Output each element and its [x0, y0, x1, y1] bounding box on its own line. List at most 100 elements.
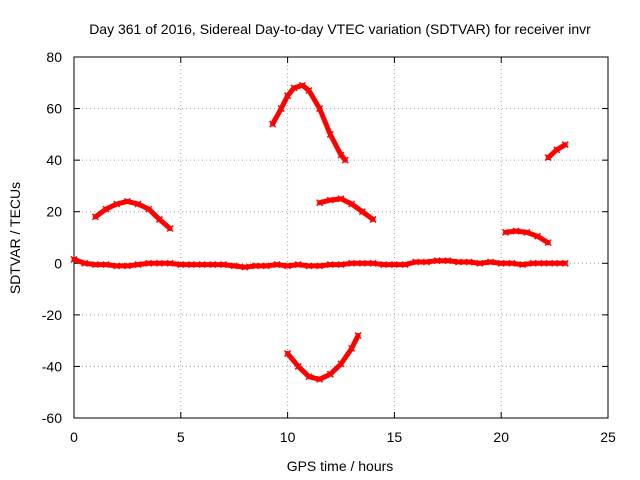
axis-ticks — [73, 56, 609, 419]
data-point — [290, 84, 298, 92]
series-arc-6 — [544, 141, 569, 162]
data-point — [316, 262, 324, 270]
data-point — [358, 259, 366, 267]
data-point — [422, 258, 430, 266]
data-point — [476, 259, 484, 267]
data-point — [465, 258, 473, 266]
data-point — [540, 259, 548, 267]
x-tick-label: 5 — [177, 429, 185, 445]
data-point — [348, 259, 356, 267]
data-point — [262, 262, 270, 270]
data-point — [284, 350, 292, 358]
data-point — [533, 232, 542, 240]
chart-title: Day 361 of 2016, Sidereal Day-to-day VTE… — [89, 21, 591, 37]
data-point — [252, 262, 260, 270]
y-axis-label: SDTVAR / TECUs — [7, 182, 23, 294]
x-tick-labels: 0 5 10 15 20 25 — [70, 429, 616, 445]
y-tick-label: -20 — [42, 307, 62, 323]
series-baseline — [70, 255, 569, 271]
x-tick-label: 10 — [280, 429, 296, 445]
data-point — [390, 261, 398, 269]
y-tick-label: -60 — [42, 410, 62, 426]
data-point — [284, 262, 292, 270]
data-point — [501, 228, 510, 236]
data-point — [369, 215, 377, 223]
data-point — [561, 259, 569, 267]
data-point — [273, 261, 281, 269]
y-tick-label: 40 — [46, 152, 62, 168]
y-tick-labels: -60 -40 -20 0 20 40 60 80 — [42, 49, 62, 426]
data-point — [337, 261, 345, 269]
y-tick-label: 0 — [54, 255, 62, 271]
data-point — [145, 205, 153, 213]
data-point — [454, 258, 463, 266]
data-point — [81, 259, 89, 267]
data-point — [348, 344, 356, 352]
data-point — [91, 261, 99, 269]
data-point — [380, 261, 388, 269]
series-line — [270, 82, 348, 163]
data-point — [269, 120, 277, 128]
data-point — [299, 81, 307, 89]
data-point — [326, 196, 334, 204]
data-point — [358, 208, 366, 216]
x-tick-label: 20 — [493, 429, 509, 445]
data-point — [166, 224, 174, 233]
series-layer — [70, 81, 569, 383]
data-point — [294, 261, 302, 269]
data-point — [433, 257, 441, 265]
data-point — [294, 362, 302, 370]
series-line — [285, 333, 361, 382]
data-point — [123, 262, 131, 270]
series-arc-3 — [316, 195, 377, 223]
data-point — [155, 215, 163, 223]
data-point — [166, 259, 174, 267]
data-point — [523, 228, 531, 236]
x-axis-label: GPS time / hours — [287, 458, 394, 474]
data-point — [544, 239, 552, 247]
series-arc-4 — [284, 331, 362, 383]
data-point — [401, 261, 409, 269]
data-point — [277, 105, 285, 113]
data-point — [486, 258, 495, 266]
x-tick-label: 15 — [387, 429, 403, 445]
plot-frame — [73, 56, 609, 419]
data-point — [512, 227, 520, 235]
data-point — [553, 146, 561, 154]
data-point — [187, 261, 196, 269]
data-point — [198, 261, 206, 269]
y-tick-label: -40 — [42, 358, 62, 374]
data-point — [508, 259, 516, 267]
y-tick-label: 60 — [46, 101, 62, 117]
data-point — [219, 261, 228, 269]
data-point — [326, 370, 334, 378]
data-point — [348, 200, 356, 208]
x-tick-label: 0 — [70, 429, 78, 445]
data-point — [177, 261, 185, 269]
data-point — [544, 154, 552, 162]
data-point — [134, 200, 142, 208]
data-point — [337, 360, 345, 368]
data-point — [134, 261, 142, 269]
x-tick-label: 25 — [600, 429, 616, 445]
data-point — [284, 92, 292, 100]
data-point — [561, 141, 569, 149]
data-point — [326, 261, 334, 269]
data-point — [145, 259, 153, 267]
data-point — [316, 105, 324, 113]
data-point — [412, 258, 420, 266]
data-point — [316, 199, 324, 207]
data-point — [113, 200, 121, 208]
data-point — [305, 262, 313, 270]
data-point — [230, 262, 238, 270]
data-point — [70, 255, 78, 263]
series-arc-5 — [501, 227, 552, 247]
data-point — [326, 130, 334, 138]
data-point — [155, 259, 163, 267]
y-tick-label: 20 — [46, 204, 62, 220]
data-point — [91, 213, 99, 221]
data-point — [113, 262, 121, 270]
data-point — [241, 263, 249, 271]
data-point — [369, 259, 377, 267]
